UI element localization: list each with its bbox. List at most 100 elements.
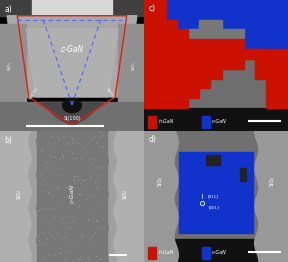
Point xyxy=(90,161,94,165)
Bar xyxy=(177,20,188,30)
Bar xyxy=(166,20,177,30)
Point xyxy=(99,226,104,230)
Bar xyxy=(155,79,166,89)
Point xyxy=(46,206,51,210)
Bar xyxy=(221,59,233,69)
Point xyxy=(69,137,74,141)
Point xyxy=(67,214,71,218)
Text: SiO₂: SiO₂ xyxy=(8,61,12,70)
Bar xyxy=(277,89,288,98)
Text: c-GaN: c-GaN xyxy=(60,45,84,54)
Bar xyxy=(155,69,166,79)
Point xyxy=(87,157,92,161)
Point xyxy=(93,218,98,222)
Bar xyxy=(144,98,155,108)
Point xyxy=(60,216,65,220)
Bar xyxy=(155,89,166,98)
Bar xyxy=(155,10,166,20)
Bar xyxy=(255,30,266,39)
Bar xyxy=(144,30,155,39)
Point xyxy=(43,256,48,260)
Point xyxy=(88,192,92,196)
Bar xyxy=(144,69,155,79)
Bar xyxy=(144,0,155,10)
Point xyxy=(39,206,43,210)
Bar xyxy=(188,49,199,59)
Bar xyxy=(177,30,188,39)
Bar xyxy=(277,20,288,30)
Point xyxy=(60,199,65,203)
Bar xyxy=(244,0,255,10)
Point xyxy=(67,250,71,254)
Bar xyxy=(177,79,188,89)
Point xyxy=(67,244,71,248)
Bar xyxy=(177,10,188,20)
Point xyxy=(91,172,96,176)
Point xyxy=(39,242,43,246)
Point xyxy=(59,246,63,250)
Bar xyxy=(166,98,177,108)
Bar xyxy=(221,0,233,10)
Point xyxy=(56,165,61,170)
Bar xyxy=(221,10,233,20)
Point xyxy=(47,252,51,256)
Bar xyxy=(206,155,220,165)
Text: {001}: {001} xyxy=(207,205,220,209)
Bar xyxy=(188,20,199,30)
Point xyxy=(78,254,83,258)
Bar xyxy=(233,10,244,20)
Point xyxy=(92,244,96,248)
Point xyxy=(65,224,70,228)
Point xyxy=(38,148,43,152)
Text: h-GaN: h-GaN xyxy=(158,119,174,124)
Bar xyxy=(266,20,277,30)
Bar xyxy=(211,49,221,59)
Point xyxy=(88,236,93,240)
Point xyxy=(70,151,74,155)
Point xyxy=(53,155,57,159)
Point xyxy=(76,141,80,145)
Bar xyxy=(233,0,244,10)
Bar xyxy=(211,0,221,10)
Point xyxy=(101,144,105,148)
Point xyxy=(63,255,67,259)
Bar xyxy=(166,10,177,20)
Point xyxy=(53,215,58,219)
Bar xyxy=(177,49,188,59)
Point xyxy=(73,156,78,160)
Point xyxy=(39,215,44,219)
Bar xyxy=(221,49,233,59)
Point xyxy=(86,217,91,221)
Bar xyxy=(177,39,188,49)
Point xyxy=(37,238,41,242)
Text: c-GaN: c-GaN xyxy=(212,250,226,255)
Bar xyxy=(144,59,155,69)
Point xyxy=(62,235,66,239)
Bar xyxy=(211,20,221,30)
Point xyxy=(95,219,100,223)
Point xyxy=(78,156,83,160)
Text: SiO₂: SiO₂ xyxy=(132,61,136,70)
Bar xyxy=(266,59,277,69)
Bar xyxy=(199,59,211,69)
Point xyxy=(90,233,95,237)
Bar xyxy=(233,20,244,30)
Bar xyxy=(188,79,199,89)
Point xyxy=(46,231,50,235)
Bar xyxy=(166,49,177,59)
Point xyxy=(85,197,89,201)
Bar xyxy=(266,30,277,39)
Point xyxy=(93,180,98,184)
Bar xyxy=(177,69,188,79)
Text: c-GaN: c-GaN xyxy=(212,119,226,124)
Point xyxy=(96,203,101,208)
Point xyxy=(64,186,68,190)
Bar xyxy=(277,10,288,20)
Bar xyxy=(144,20,155,30)
Bar xyxy=(144,39,155,49)
Point xyxy=(77,192,82,196)
Point xyxy=(55,185,59,189)
Point xyxy=(95,178,99,182)
Point xyxy=(50,163,55,167)
Text: SiO₂: SiO₂ xyxy=(16,189,21,199)
